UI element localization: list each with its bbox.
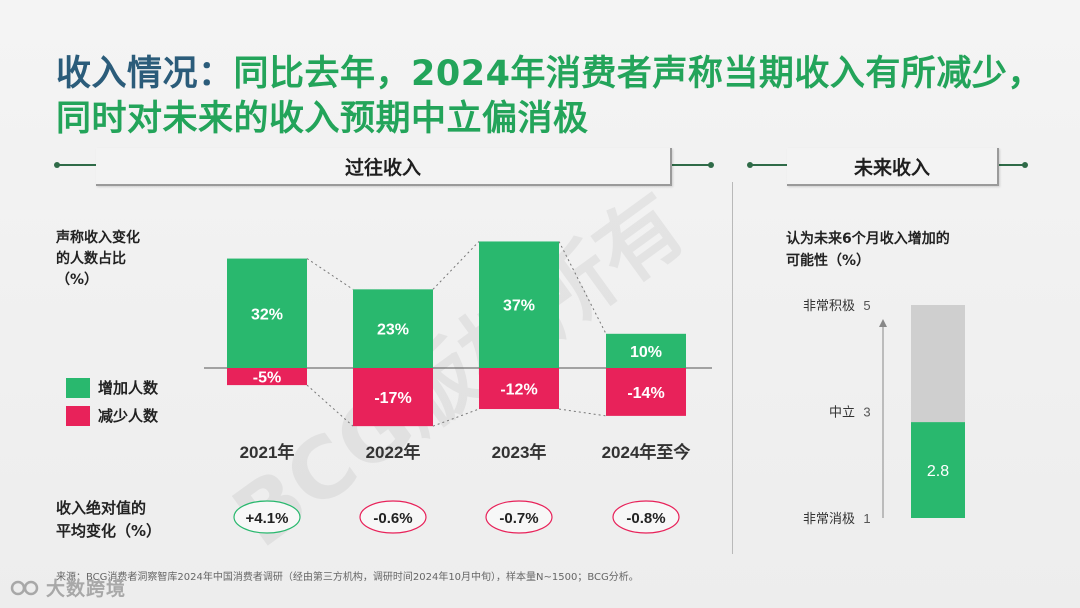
section-tab-future: 未来收入	[787, 148, 999, 186]
bar-decrease-2	[353, 368, 433, 427]
legend-label-decrease: 减少人数	[98, 407, 159, 425]
net-change-value-1: +4.1%	[246, 510, 289, 527]
net-change-oval-3	[485, 500, 553, 534]
past-rule-right	[670, 164, 710, 166]
left-axis-label-line1: 声称收入变化	[56, 230, 140, 246]
x-tick-label-1: 2021年	[240, 442, 295, 462]
past-rule-dot-right	[708, 162, 714, 168]
scale-tick-num-1: 5	[863, 298, 870, 313]
left-axis-label: 声称收入变化 的人数占比 （%）	[56, 228, 140, 291]
net-change-oval-4	[612, 500, 680, 534]
net-change-label-line1: 收入绝对值的	[56, 499, 147, 517]
page-title: 收入情况：同比去年，2024年消费者声称当期收入有所减少，同时对未来的收入预期中…	[56, 52, 1046, 142]
data-label-increase-1: 32%	[251, 306, 283, 323]
data-label-increase-3: 37%	[503, 298, 535, 315]
bar-increase-4	[606, 333, 686, 368]
section-tab-future-label: 未来收入	[853, 156, 930, 179]
past-rule-dot-left	[54, 162, 60, 168]
legend-swatch-decrease	[66, 405, 90, 426]
source-footnote: 来源：BCG消费者洞察智库2024年中国消费者调研（经由第三方机构，调研时间20…	[56, 572, 639, 583]
right-axis-label-line2: 可能性（%）	[786, 253, 871, 269]
connector-bottom-1	[306, 384, 354, 427]
title-lead: 收入情况：	[56, 54, 234, 94]
bar-decrease-1	[227, 368, 307, 386]
data-label-decrease-1: -5%	[253, 370, 281, 387]
scale-axis-arrow-icon	[879, 319, 887, 327]
net-change-value-2: -0.6%	[373, 510, 412, 527]
brand-logo: 大数跨境	[10, 574, 126, 601]
left-axis-label-line2: 的人数占比	[56, 251, 126, 267]
future-rule-dot-left	[747, 162, 753, 168]
bar-increase-1	[227, 258, 307, 368]
title-rest: 同比去年，2024年消费者声称当期收入有所减少，同时对未来的收入预期中立偏消极	[56, 54, 1043, 139]
data-label-increase-4: 10%	[630, 344, 662, 361]
bar-decrease-3	[479, 368, 559, 410]
scale-tick-text-1: 非常积极	[803, 298, 855, 313]
future-rule-right	[997, 164, 1025, 166]
bar-increase-2	[353, 289, 433, 368]
brand-logo-text: 大数跨境	[46, 578, 127, 600]
future-rule-left	[749, 164, 787, 166]
section-tab-past-label: 过往收入	[344, 156, 421, 179]
legend-swatch-increase	[66, 377, 90, 398]
x-tick-label-2: 2022年	[366, 442, 421, 462]
net-change-value-3: -0.7%	[499, 510, 538, 527]
bar-decrease-4	[606, 368, 686, 416]
scale-tick-text-2: 中立	[829, 405, 855, 420]
net-change-label: 收入绝对值的 平均变化（%）	[56, 497, 161, 543]
x-tick-label-3: 2023年	[492, 442, 547, 462]
left-axis-label-line3: （%）	[56, 272, 99, 288]
likelihood-value-label: 2.8	[927, 463, 949, 480]
net-change-label-line2: 平均变化（%）	[56, 522, 162, 540]
connector-top-2	[432, 241, 480, 290]
net-change-oval-2	[359, 500, 427, 534]
connector-bottom-2	[432, 408, 480, 427]
right-axis-label: 认为未来6个月收入增加的 可能性（%）	[786, 228, 950, 272]
bar-increase-3	[479, 241, 559, 368]
data-label-decrease-2: -17%	[374, 390, 411, 407]
legend-label-increase: 增加人数	[98, 379, 159, 397]
x-tick-label-4: 2024年至今	[602, 442, 691, 462]
scale-tick-num-3: 1	[863, 511, 870, 526]
legend-decrease: 减少人数	[66, 405, 158, 426]
brand-logo-icon	[10, 580, 39, 595]
legend-increase: 增加人数	[66, 377, 158, 398]
connector-top-1	[306, 258, 354, 290]
future-rule-dot-right	[1022, 162, 1028, 168]
scale-tick-text-3: 非常消极	[803, 511, 855, 526]
past-rule-left	[56, 164, 96, 166]
likelihood-value-bar	[911, 422, 965, 518]
data-label-decrease-3: -12%	[500, 382, 537, 399]
right-axis-label-line1: 认为未来6个月收入增加的	[786, 231, 950, 247]
data-label-increase-2: 23%	[377, 322, 409, 339]
net-change-oval-1	[233, 500, 301, 534]
net-change-value-4: -0.8%	[626, 510, 665, 527]
section-tab-past: 过往收入	[96, 148, 672, 186]
connector-top-3	[558, 241, 607, 335]
section-divider	[732, 182, 733, 554]
data-label-decrease-4: -14%	[627, 385, 664, 402]
scale-tick-num-2: 3	[863, 405, 870, 420]
